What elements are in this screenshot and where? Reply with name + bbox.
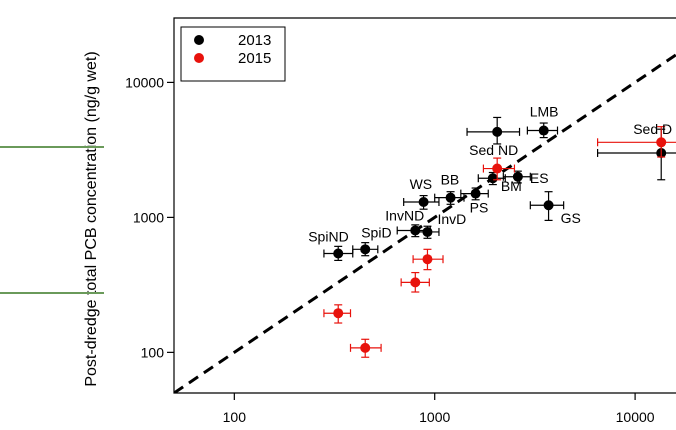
- series-2013-point: [418, 197, 429, 208]
- series-2013-point: [445, 192, 456, 203]
- point-label: InvD: [437, 211, 466, 227]
- x-tick-label: 1000: [419, 409, 450, 425]
- y-axis-label: Post-dredge total PCB concentration (ng/…: [83, 51, 100, 386]
- point-label: BM: [501, 178, 522, 194]
- legend-label: 2013: [238, 32, 271, 49]
- point-label: BB: [441, 172, 460, 188]
- point-label: Sed D: [633, 121, 672, 137]
- series-2015-point: [410, 277, 421, 288]
- series-2013-point: [470, 188, 481, 199]
- point-label: PS: [470, 200, 489, 216]
- series-2013-point: [512, 171, 523, 182]
- margin-line-bottom: [0, 292, 104, 294]
- legend-marker: [194, 35, 204, 45]
- series-2013-point: [333, 248, 344, 259]
- margin-line-top: [0, 146, 104, 148]
- series-2015-point: [492, 163, 503, 174]
- plot-frame: [173, 17, 676, 394]
- series-2013-point: [538, 125, 549, 136]
- series-2015-point: [656, 137, 667, 148]
- series-2013-point: [487, 173, 498, 184]
- series-2015-point: [422, 254, 433, 265]
- series-2013-point: [492, 126, 503, 137]
- point-label: SpiND: [308, 229, 348, 245]
- series-2015-point: [360, 342, 371, 353]
- y-tick-label: 1000: [133, 209, 164, 225]
- one-to-one-reference-line: [174, 53, 676, 393]
- point-label: Sed ND: [469, 142, 518, 158]
- series-2013-point: [422, 226, 433, 237]
- point-label: InvND: [385, 207, 424, 223]
- series-2015-point: [333, 308, 344, 319]
- series-2013-point: [543, 200, 554, 211]
- legend-label: 2015: [238, 50, 271, 67]
- legend-marker: [194, 53, 204, 63]
- x-tick-label: 100: [223, 409, 247, 425]
- point-label: SpiD: [361, 224, 391, 240]
- point-label: LMB: [530, 104, 559, 120]
- y-tick-label: 100: [141, 344, 165, 360]
- point-label: WS: [410, 176, 433, 192]
- point-label: ES: [530, 170, 549, 186]
- x-tick-label: 10000: [616, 409, 655, 425]
- y-tick-label: 10000: [125, 74, 164, 90]
- series-2013-point: [360, 244, 371, 255]
- point-label: GS: [561, 210, 581, 226]
